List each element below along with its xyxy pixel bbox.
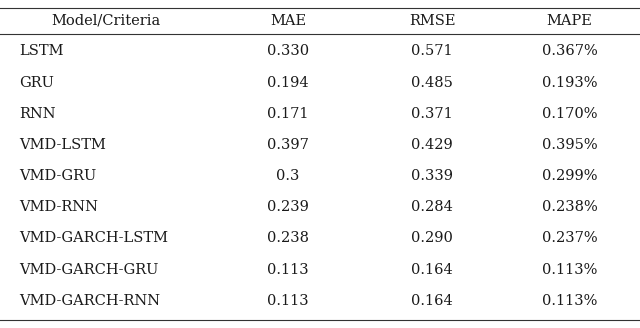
Text: LSTM: LSTM [19,45,64,58]
Text: 0.397: 0.397 [267,138,309,152]
Text: 0.164: 0.164 [411,263,453,277]
Text: 0.113%: 0.113% [542,294,597,308]
Text: 0.194: 0.194 [267,76,309,90]
Text: 0.193%: 0.193% [542,76,597,90]
Text: VMD-GRU: VMD-GRU [19,169,97,183]
Text: GRU: GRU [19,76,54,90]
Text: 0.238%: 0.238% [541,200,598,214]
Text: 0.299%: 0.299% [542,169,597,183]
Text: 0.485: 0.485 [411,76,453,90]
Text: RMSE: RMSE [409,14,455,28]
Text: VMD-RNN: VMD-RNN [19,200,98,214]
Text: 0.113%: 0.113% [542,263,597,277]
Text: VMD-GARCH-LSTM: VMD-GARCH-LSTM [19,232,168,245]
Text: 0.290: 0.290 [411,232,453,245]
Text: 0.339: 0.339 [411,169,453,183]
Text: 0.395%: 0.395% [542,138,597,152]
Text: 0.237%: 0.237% [542,232,597,245]
Text: MAE: MAE [270,14,306,28]
Text: 0.239: 0.239 [267,200,309,214]
Text: MAPE: MAPE [547,14,593,28]
Text: 0.284: 0.284 [411,200,453,214]
Text: 0.164: 0.164 [411,294,453,308]
Text: 0.3: 0.3 [276,169,300,183]
Text: 0.330: 0.330 [267,45,309,58]
Text: 0.367%: 0.367% [541,45,598,58]
Text: VMD-LSTM: VMD-LSTM [19,138,106,152]
Text: 0.113: 0.113 [267,294,309,308]
Text: 0.238: 0.238 [267,232,309,245]
Text: 0.171: 0.171 [268,107,308,121]
Text: Model/Criteria: Model/Criteria [51,14,160,28]
Text: 0.371: 0.371 [411,107,453,121]
Text: RNN: RNN [19,107,56,121]
Text: VMD-GARCH-RNN: VMD-GARCH-RNN [19,294,161,308]
Text: VMD-GARCH-GRU: VMD-GARCH-GRU [19,263,159,277]
Text: 0.429: 0.429 [411,138,453,152]
Text: 0.170%: 0.170% [542,107,597,121]
Text: 0.571: 0.571 [411,45,453,58]
Text: 0.113: 0.113 [267,263,309,277]
